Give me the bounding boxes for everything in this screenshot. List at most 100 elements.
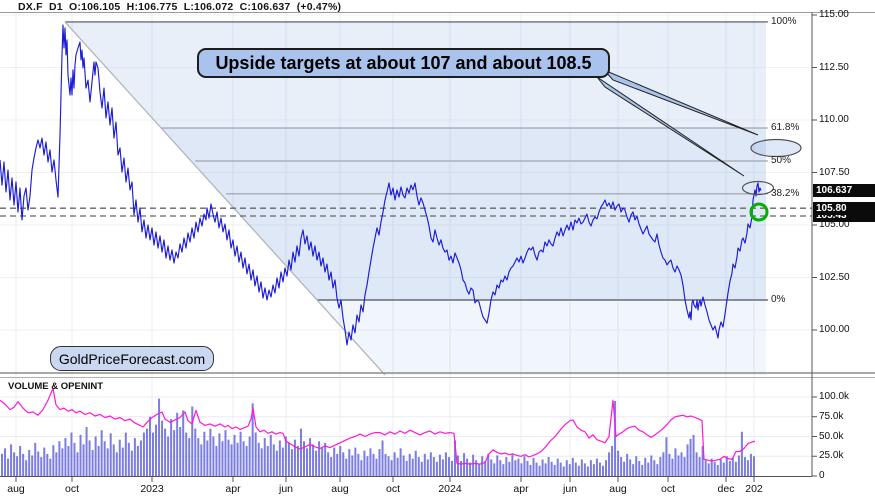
volume-bar — [227, 439, 230, 476]
volume-bar — [260, 448, 263, 476]
time-axis-label: jun — [562, 483, 577, 495]
volume-bar — [139, 440, 142, 476]
volume-bar — [49, 458, 52, 476]
time-axis-label: 202 — [745, 483, 763, 495]
volume-bar — [212, 436, 215, 476]
volume-bar — [393, 452, 396, 476]
volume-bar — [411, 458, 414, 476]
volume-bar — [236, 442, 239, 476]
volume-bar — [200, 444, 203, 476]
volume-bar — [614, 400, 617, 476]
volume-bar — [16, 456, 19, 476]
volume-bar — [73, 442, 76, 476]
volume-bar — [130, 450, 133, 476]
volume-bar — [100, 430, 103, 476]
annotation-callout[interactable]: Upside targets at about 107 and about 10… — [197, 48, 610, 78]
volume-bar — [94, 436, 97, 476]
price-tag: 106.637 — [813, 184, 875, 198]
volume-bar — [707, 463, 710, 476]
volume-bar — [429, 452, 432, 476]
volume-bar — [571, 457, 574, 476]
volume-bar — [683, 457, 686, 476]
volume-bar — [444, 452, 447, 476]
volume-bar — [112, 444, 115, 476]
volume-bar — [484, 460, 487, 476]
time-axis-label: oct — [385, 483, 400, 495]
volume-bar — [345, 458, 348, 476]
volume-bar — [716, 464, 719, 476]
volume-bar — [28, 449, 31, 476]
volume-bar — [363, 450, 366, 476]
volume-bar — [194, 428, 197, 476]
volume-bar — [351, 455, 354, 476]
volume-bar — [372, 453, 375, 476]
breakout-highlight-circle — [749, 202, 769, 222]
volume-bar — [366, 456, 369, 476]
volume-panel-label: VOLUME & OPENINT — [8, 381, 104, 392]
price-axis-label: 110.00 — [819, 114, 849, 125]
fib-level-label: 50% — [771, 154, 792, 166]
volume-bar — [544, 463, 547, 476]
volume-bar — [61, 448, 64, 476]
volume-bar — [598, 462, 601, 476]
volume-bar — [52, 445, 55, 476]
volume-bar — [508, 461, 511, 476]
time-axis-label: apr — [513, 483, 529, 495]
volume-bar — [239, 431, 242, 476]
volume-bar — [76, 452, 79, 476]
volume-bar — [25, 460, 28, 476]
volume-bar — [381, 440, 384, 476]
volume-bar — [595, 458, 598, 476]
volume-bar — [369, 448, 372, 476]
volume-bar — [257, 442, 260, 476]
volume-bar — [191, 406, 194, 476]
volume-bar — [287, 442, 290, 476]
volume-bar — [713, 461, 716, 476]
price-axis-label: 107.50 — [819, 166, 850, 178]
volume-bar — [668, 453, 671, 476]
volume-bar — [414, 450, 417, 476]
volume-bar — [118, 439, 121, 476]
volume-bar — [662, 452, 665, 476]
volume-bar — [70, 432, 73, 476]
volume-bar — [511, 454, 514, 476]
volume-bar — [82, 444, 85, 476]
volume-bar — [4, 448, 7, 476]
volume-bar — [79, 434, 82, 476]
volume-bar — [242, 441, 245, 476]
volume-bar — [502, 464, 505, 476]
volume-bar — [179, 427, 182, 476]
volume-bar — [523, 456, 526, 476]
volume-bar — [85, 427, 88, 476]
price-axis-label: 102.50 — [819, 271, 850, 283]
volume-bar — [423, 453, 426, 476]
volume-bar — [752, 456, 755, 476]
volume-bar — [405, 460, 408, 476]
volume-bar — [665, 437, 668, 476]
volume-axis-label: 100.0k — [819, 391, 850, 402]
volume-bar — [309, 438, 312, 476]
volume-bar — [460, 460, 463, 476]
volume-bar — [121, 447, 124, 476]
volume-bar — [704, 460, 707, 476]
volume-bar — [629, 459, 632, 476]
volume-bar — [339, 445, 342, 476]
volume-bar — [740, 431, 743, 476]
volume-bar — [559, 462, 562, 476]
volume-bar — [248, 436, 251, 476]
volume-bar — [170, 419, 173, 476]
volume-bar — [611, 445, 614, 476]
volume-bar — [161, 420, 164, 476]
volume-bar — [203, 431, 206, 476]
volume-bar — [644, 457, 647, 476]
open-interest-line — [0, 387, 756, 465]
volume-bar — [550, 461, 553, 476]
volume-bar — [269, 434, 272, 476]
volume-bar — [209, 428, 212, 476]
volume-bar — [701, 445, 704, 476]
volume-bar — [671, 458, 674, 476]
volume-bar — [251, 403, 254, 476]
volume-bar — [221, 441, 224, 476]
